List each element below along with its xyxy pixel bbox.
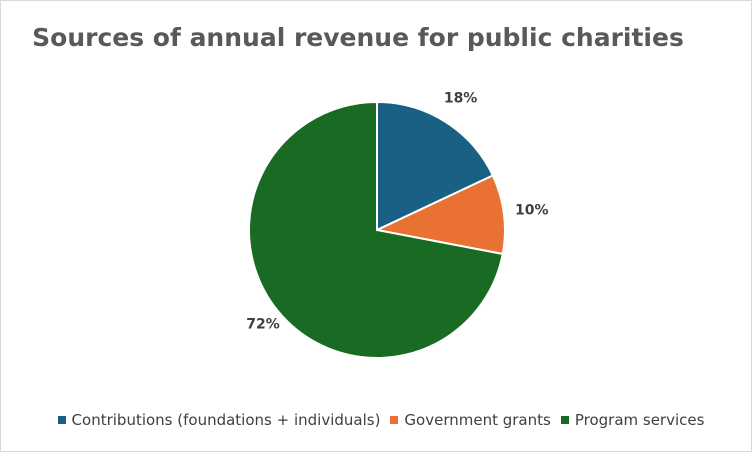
legend-label: Contributions (foundations + individuals… (71, 411, 381, 429)
legend: Contributions (foundations + individuals… (1, 411, 752, 429)
pie-slice-contributions (376, 100, 495, 232)
pie-slice-government-grants (373, 174, 506, 256)
data-label-government-grants: 10% (515, 202, 549, 218)
legend-swatch (560, 416, 569, 424)
legend-item-program-services: Program services (560, 411, 705, 429)
legend-item-contributions: Contributions (foundations + individuals… (57, 411, 381, 429)
legend-label: Government grants (404, 411, 551, 429)
legend-item-government-grants: Government grants (390, 411, 551, 429)
legend-swatch (390, 416, 399, 424)
data-label-program-services: 72% (246, 316, 280, 332)
legend-swatch (57, 416, 66, 424)
data-label-contributions: 18% (444, 90, 478, 106)
pie-slice-program-services (248, 100, 504, 359)
legend-label: Program services (574, 411, 705, 429)
chart-title: Sources of annual revenue for public cha… (32, 23, 684, 52)
